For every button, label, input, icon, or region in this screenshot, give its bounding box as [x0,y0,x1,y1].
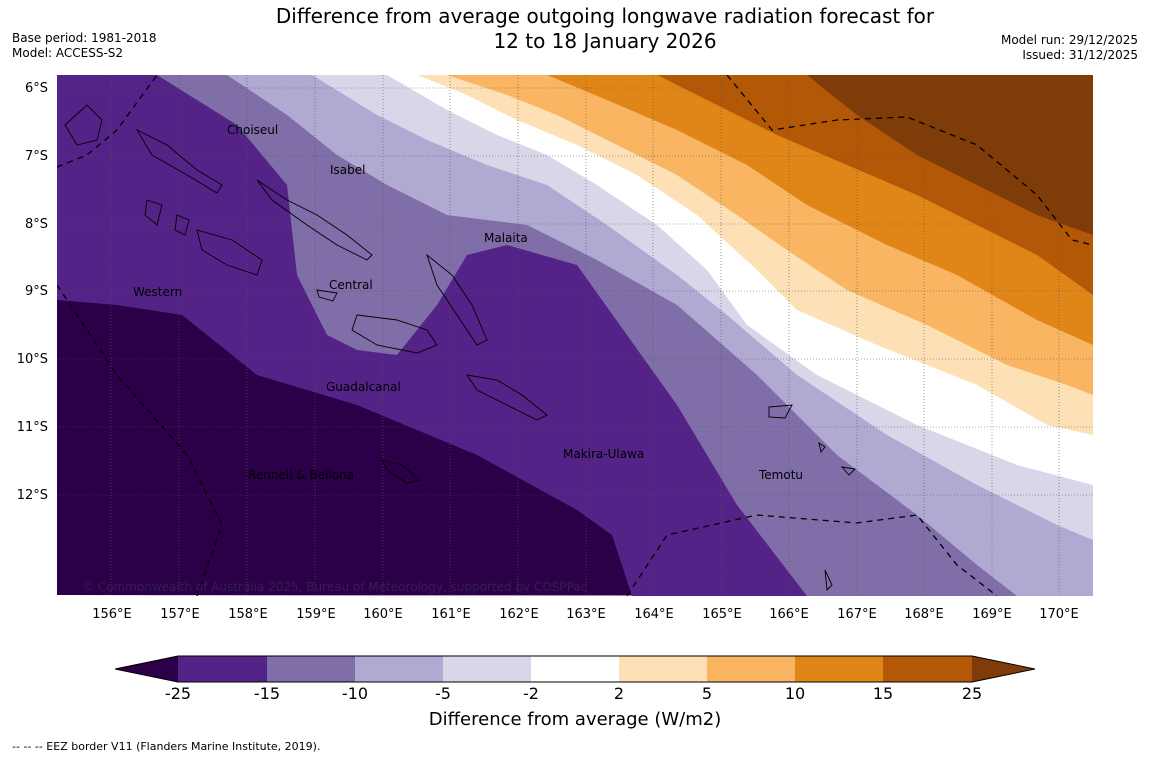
isabel-island [256,179,373,261]
new-georgia-island [196,229,263,276]
place-label: Western [133,285,183,299]
lon-label: 165°E [702,607,742,622]
copyright-notice: © Commonwealth of Australia 2025, Bureau… [82,580,588,594]
colorbar-arrow-high [972,656,1035,682]
southern-islet [824,569,833,591]
place-label: Guadalcanal [326,380,401,394]
eez-border-north [57,75,158,168]
lat-label: 9°S [24,284,48,299]
colorbar-tick: 5 [701,684,713,703]
colorbar-outline [115,655,1035,683]
temotu-island-east [840,466,856,476]
lon-label: 170°E [1039,607,1079,622]
title-line-1: Difference from average outgoing longwav… [275,4,935,28]
place-label: Isabel [330,163,366,177]
meta-right: Model run: 29/12/2025 Issued: 31/12/2025 [1001,33,1138,63]
lat-label: 10°S [16,352,48,367]
colorbar-tick: -10 [341,684,369,703]
lat-label: 6°S [24,81,48,96]
guadalcanal-island [351,314,438,354]
place-label: Makira-Ulawa [563,447,645,461]
model-name: Model: ACCESS-S2 [12,46,124,60]
lon-label: 164°E [634,607,674,622]
vella-lavella-island [144,199,163,226]
choiseul-island [135,128,223,194]
lon-label: 162°E [499,607,539,622]
eez-border-east [726,75,1093,246]
bougainville-island [64,104,103,146]
lon-label: 159°E [296,607,336,622]
eez-border [57,75,1093,596]
model-run: Model run: 29/12/2025 [1000,33,1138,47]
eez-border-west [57,284,223,596]
colorbar-tick: 25 [961,684,983,703]
colorbar-arrow-low [115,656,178,682]
temotu-island-small [818,442,826,454]
kolombangara-island [174,214,190,236]
colorbar-label: Difference from average (W/m2) [428,709,722,730]
colorbar-segment [707,656,795,682]
colorbar-segment [267,656,355,682]
colorbar-segment [178,656,267,682]
colorbar-segment [531,656,619,682]
lon-label: 157°E [160,607,200,622]
colorbar-segment [883,656,972,682]
issued-date: Issued: 31/12/2025 [1022,48,1138,62]
place-label: Temotu [759,468,804,482]
colorbar-tick: -15 [253,684,281,703]
place-label: Rennell & Bellona [248,468,355,482]
base-period: Base period: 1981-2018 [12,31,157,45]
lon-label: 158°E [228,607,268,622]
lon-label: 160°E [363,607,403,622]
colorbar-segment [795,656,883,682]
eez-border-south [626,514,998,596]
lon-label: 169°E [972,607,1012,622]
rennell-island [381,459,420,484]
lon-label: 166°E [769,607,809,622]
colorbar-segment [443,656,531,682]
eez-legend-note: -- -- -- EEZ border V11 (Flanders Marine… [12,740,321,753]
meta-left: Base period: 1981-2018 Model: ACCESS-S2 [12,31,157,61]
lon-label: 167°E [837,607,877,622]
lon-label: 163°E [566,607,606,622]
santa-cruz-island [768,404,793,419]
band-level-10 [807,75,1093,235]
makira-island [466,374,548,421]
malaita-island [426,253,488,346]
title-line-2: 12 to 18 January 2026 [493,29,717,53]
lat-label: 7°S [24,149,48,164]
map-panel: Choiseul Isabel Malaita Central Western … [57,75,1093,596]
lon-label: 156°E [92,607,132,622]
map-title: Difference from average outgoing longwav… [240,4,970,54]
colorbar-tick: -2 [523,684,539,703]
lat-label: 12°S [16,488,48,503]
colorbar [115,655,1035,683]
coastlines [64,104,856,591]
lon-label: 168°E [904,607,944,622]
place-label: Choiseul [227,123,279,137]
lon-label: 161°E [431,607,471,622]
central-island [316,289,338,302]
colorbar-tick: -5 [435,684,451,703]
place-label: Malaita [484,231,528,245]
colorbar-segment [619,656,707,682]
colorbar-tick: 2 [613,684,625,703]
place-label: Central [329,278,373,292]
colorbar-tick: -25 [164,684,192,703]
colorbar-tick: 10 [784,684,806,703]
colorbar-segment [355,656,443,682]
map-canvas [57,75,1093,596]
colorbar-tick: 15 [872,684,894,703]
lat-label: 8°S [24,217,48,232]
lat-label: 11°S [16,420,48,435]
